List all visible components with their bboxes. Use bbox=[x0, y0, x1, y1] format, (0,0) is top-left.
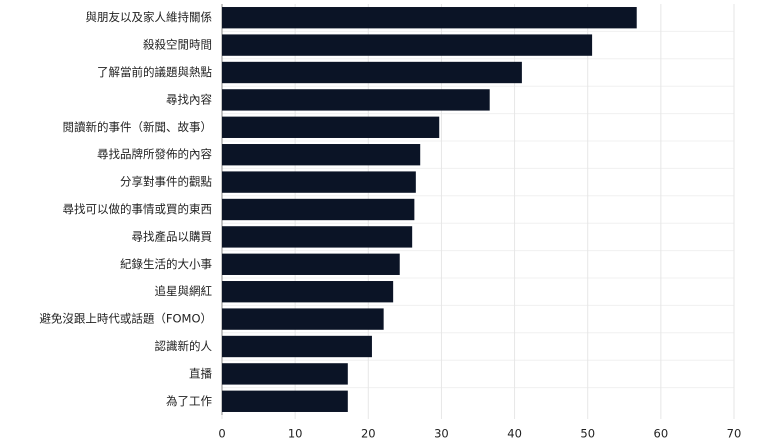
bar bbox=[222, 363, 348, 385]
y-tick-label: 閱讀新的事件（新聞、故事） bbox=[63, 120, 213, 134]
bar bbox=[222, 171, 416, 193]
x-tick-label: 60 bbox=[654, 427, 669, 441]
y-tick-label: 分享對事件的觀點 bbox=[120, 175, 212, 189]
bar bbox=[222, 226, 413, 248]
y-tick-label: 尋找品牌所發佈的內容 bbox=[97, 147, 212, 161]
bar bbox=[222, 116, 440, 138]
y-tick-label: 尋找可以做的事情或買的東西 bbox=[63, 202, 213, 216]
x-tick-label: 10 bbox=[288, 427, 303, 441]
bar bbox=[222, 308, 384, 330]
bar bbox=[222, 390, 348, 412]
x-tick-label: 40 bbox=[507, 427, 522, 441]
y-tick-label: 與朋友以及家人維持關係 bbox=[86, 10, 213, 24]
bar bbox=[222, 253, 400, 275]
bar bbox=[222, 281, 394, 303]
bar bbox=[222, 198, 415, 221]
y-tick-label: 了解當前的議題與熱點 bbox=[97, 65, 212, 79]
y-tick-label: 尋找產品以購買 bbox=[132, 229, 213, 243]
x-tick-label: 70 bbox=[727, 427, 742, 441]
x-tick-label: 0 bbox=[218, 427, 225, 441]
y-tick-label: 直播 bbox=[189, 366, 212, 380]
y-tick-label: 追星與網紅 bbox=[155, 284, 213, 298]
y-tick-label: 為了工作 bbox=[166, 394, 212, 408]
y-tick-label: 紀錄生活的大小事 bbox=[120, 257, 212, 271]
x-tick-label: 20 bbox=[361, 427, 376, 441]
y-tick-label: 尋找內容 bbox=[166, 92, 212, 106]
bar bbox=[222, 34, 593, 56]
y-tick-label: 殺殺空閒時間 bbox=[143, 38, 212, 52]
y-tick-label: 避免沒跟上時代或話題（FOMO） bbox=[39, 312, 212, 326]
bar bbox=[222, 335, 372, 358]
bar bbox=[222, 61, 522, 84]
x-tick-label: 50 bbox=[580, 427, 595, 441]
bar bbox=[222, 89, 490, 111]
y-tick-label: 認識新的人 bbox=[155, 339, 213, 353]
bar bbox=[222, 144, 421, 166]
bar bbox=[222, 7, 637, 29]
x-tick-label: 30 bbox=[434, 427, 449, 441]
